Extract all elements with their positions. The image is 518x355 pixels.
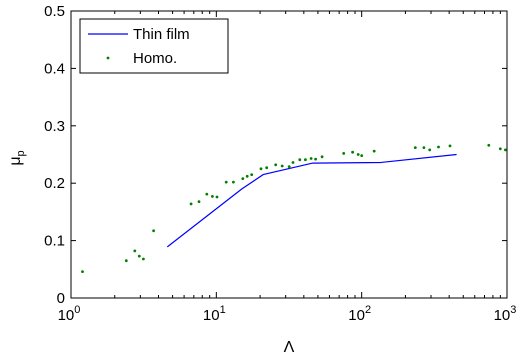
y-tick-label: 0: [57, 290, 65, 307]
homo-point: [124, 259, 128, 263]
homo-point: [360, 154, 364, 158]
homo-point: [142, 257, 145, 261]
y-tick-label: 0.5: [44, 3, 65, 20]
homo-point: [351, 150, 354, 154]
homo-point: [304, 158, 307, 162]
homo-point: [422, 146, 426, 150]
homo-point: [152, 229, 156, 233]
homo-point: [498, 147, 502, 151]
homo-point: [309, 157, 313, 160]
homo-point: [504, 148, 507, 152]
homo-point: [265, 166, 269, 170]
homo-point: [224, 180, 228, 184]
homo-point: [298, 158, 302, 162]
homo-point: [428, 148, 432, 152]
series-thin-film: [166, 153, 457, 248]
x-tick-label: 103: [494, 304, 517, 324]
homo-point: [280, 164, 284, 168]
homo-point: [314, 157, 317, 161]
x-tick-label-exp: 2: [365, 304, 371, 316]
homo-point: [205, 192, 209, 196]
legend-swatch-homo: [106, 56, 110, 60]
homo-point: [81, 270, 84, 273]
thin-film-line: [166, 153, 457, 248]
y-tick-label: 0.3: [44, 118, 65, 135]
x-tick-label-exp: 0: [74, 304, 80, 316]
y-axis-label-main: μ: [7, 156, 24, 165]
x-tick-label-exp: 1: [220, 304, 226, 316]
x-tick-label: 102: [348, 304, 371, 324]
x-tick-label-base: 10: [348, 307, 365, 324]
x-tick-label-base: 10: [58, 307, 75, 324]
legend-box: [79, 18, 229, 74]
homo-point: [241, 177, 245, 181]
homo-point: [137, 254, 141, 258]
homo-point: [291, 161, 295, 164]
homo-point: [197, 200, 201, 204]
homo-point: [487, 143, 491, 147]
legend-label-homo: Homo.: [133, 50, 177, 67]
homo-point: [342, 152, 346, 155]
x-tick-label: 101: [203, 304, 226, 324]
x-tick-label-base: 10: [203, 307, 220, 324]
svg-text:μp: μp: [7, 150, 27, 165]
homo-point: [356, 153, 360, 156]
x-tick-label-base: 10: [494, 307, 511, 324]
legend: Thin film Homo.: [79, 18, 229, 74]
homo-point: [448, 144, 452, 148]
legend-label-thin-film: Thin film: [133, 26, 190, 43]
homo-point: [232, 180, 235, 184]
x-tick-label-exp: 3: [510, 304, 516, 316]
homo-point: [287, 165, 291, 169]
y-tick-label: 0.1: [44, 233, 65, 250]
homo-point: [437, 145, 440, 149]
x-axis-label: Λ: [284, 339, 295, 355]
homo-point: [245, 174, 249, 178]
y-axis-label: μp: [7, 150, 27, 165]
homo-point: [250, 173, 254, 177]
y-axis-label-sub: p: [15, 150, 27, 156]
homo-point: [372, 149, 376, 153]
x-tick-label: 100: [58, 304, 81, 324]
series-homo: [81, 143, 507, 273]
homo-point: [274, 163, 278, 167]
homo-point: [189, 202, 193, 206]
homo-point: [211, 195, 214, 198]
y-tick-label: 0.2: [44, 175, 65, 192]
homo-point: [413, 146, 417, 150]
homo-point: [215, 195, 219, 199]
y-tick-label: 0.4: [44, 60, 65, 77]
homo-point: [259, 167, 263, 171]
homo-point: [133, 249, 137, 253]
homo-point: [320, 155, 324, 159]
